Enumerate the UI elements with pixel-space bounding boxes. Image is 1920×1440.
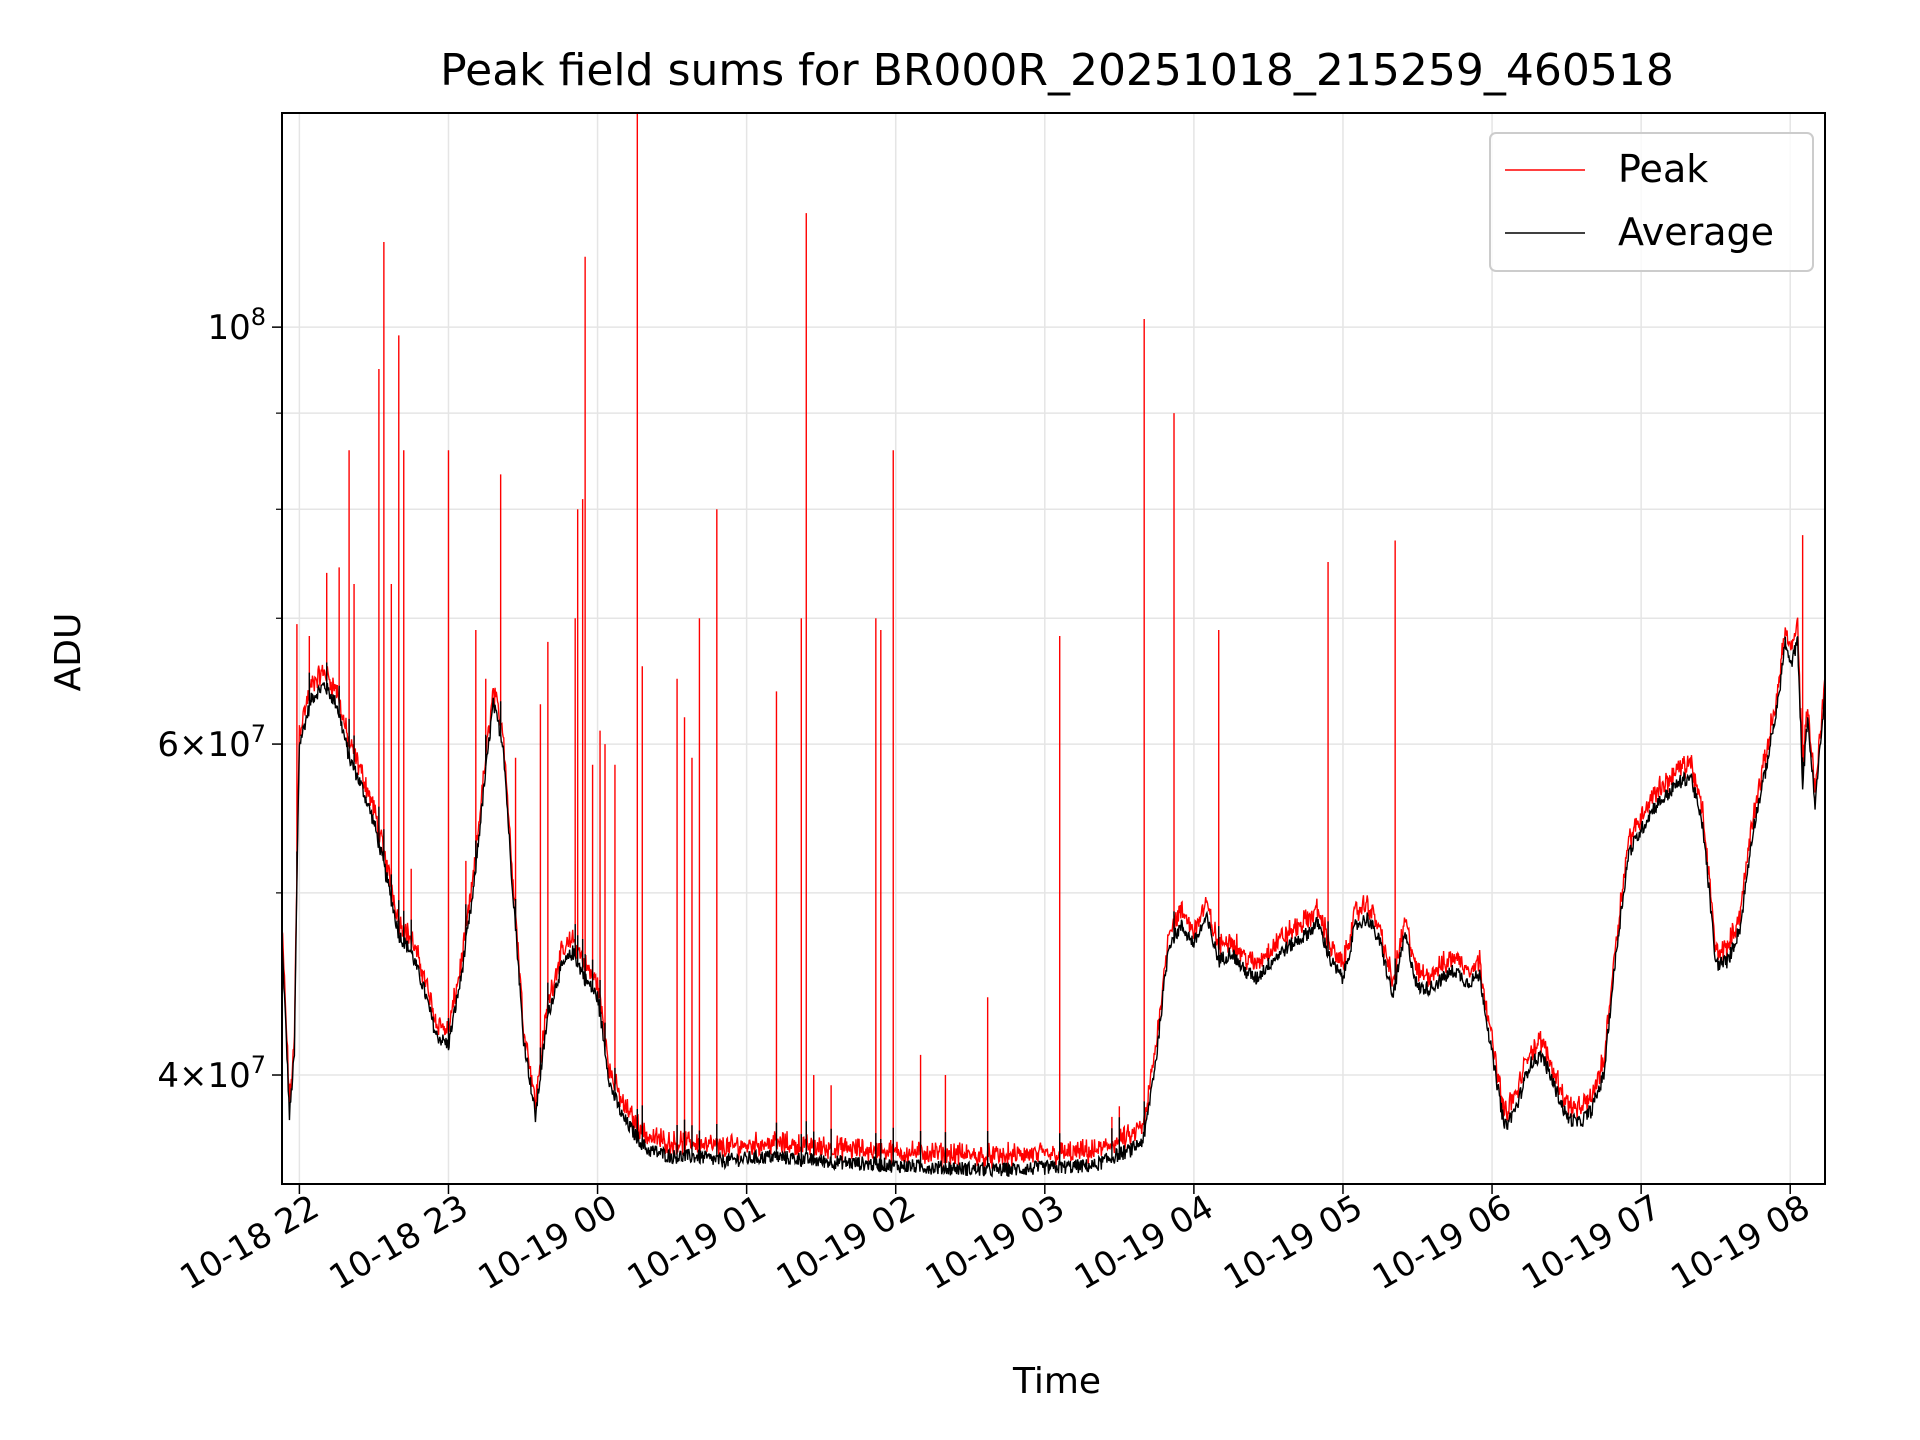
x-tick-label: 10-19 04: [1068, 1187, 1220, 1298]
x-tick-label: 10-19 06: [1366, 1187, 1518, 1298]
x-tick-label: 10-19 03: [919, 1187, 1071, 1298]
x-tick-label: 10-19 01: [621, 1187, 773, 1298]
y-tick-label: 6×107: [157, 720, 266, 765]
x-axis-label: Time: [1012, 1361, 1101, 1402]
y-tick-label: 108: [207, 303, 266, 348]
grid-lines: [282, 113, 1825, 1184]
x-tick-label: 10-19 05: [1217, 1187, 1369, 1298]
legend-box: [1489, 132, 1814, 272]
x-tick-label: 10-18 23: [323, 1187, 475, 1298]
y-axis-ticks: 4×107 6×107 108: [157, 303, 282, 1096]
x-tick-label: 10-19 02: [770, 1187, 922, 1298]
peak-series-line: [282, 113, 1825, 1170]
y-tick-label: 4×107: [157, 1051, 266, 1096]
x-tick-label: 10-18 22: [173, 1187, 325, 1298]
legend-peak-label: Peak: [1618, 147, 1708, 191]
legend-average-label: Average: [1618, 210, 1774, 254]
average-series-line: [282, 636, 1825, 1178]
x-tick-label: 10-19 00: [472, 1187, 624, 1298]
plot-area-frame: [281, 112, 1826, 1185]
x-tick-label: 10-19 08: [1664, 1187, 1816, 1298]
chart-title: Peak field sums for BR000R_20251018_2152…: [440, 45, 1674, 96]
legend: Peak Average: [1489, 132, 1814, 272]
series-layer: [282, 113, 1825, 1178]
x-tick-label: 10-19 07: [1515, 1187, 1667, 1298]
y-axis-label: ADU: [48, 613, 89, 692]
